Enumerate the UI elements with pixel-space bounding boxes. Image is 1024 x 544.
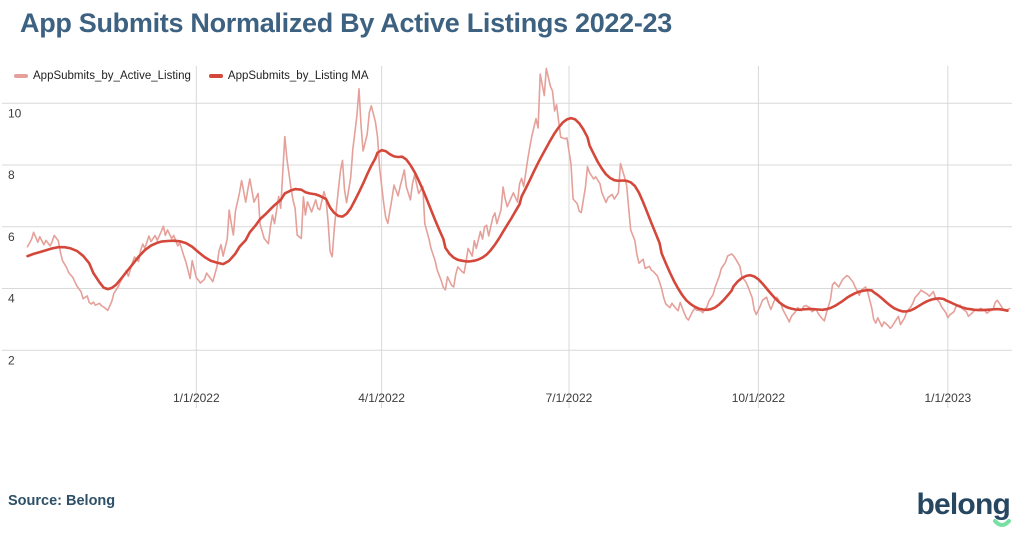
source-note: Source: Belong	[8, 493, 116, 509]
logo-text-g: g	[992, 488, 1010, 521]
y-tick-label: 8	[8, 168, 15, 182]
legend-swatch-icon	[208, 74, 223, 78]
logo-smile-icon	[993, 519, 1012, 527]
page-title: App Submits Normalized By Active Listing…	[20, 8, 672, 38]
x-tick-label: 1/1/2022	[173, 391, 220, 405]
chart-legend: AppSubmits_by_Active_Listing AppSubmits_b…	[14, 70, 369, 82]
x-tick-label: 7/1/2022	[546, 391, 593, 405]
y-tick-label: 6	[8, 230, 15, 244]
x-tick-label: 10/1/2022	[732, 391, 786, 405]
x-tick-label: 4/1/2022	[358, 391, 405, 405]
series-line-ma	[26, 116, 1009, 313]
legend-item-raw[interactable]: AppSubmits_by_Active_Listing	[14, 70, 191, 82]
legend-label: AppSubmits_by_Active_Listing	[33, 70, 191, 82]
legend-label: AppSubmits_by_Listing MA	[227, 70, 369, 82]
logo-text: belon	[916, 488, 993, 521]
x-tick-label: 1/1/2023	[924, 391, 971, 405]
legend-swatch-icon	[14, 74, 28, 78]
y-tick-label: 4	[8, 292, 15, 306]
legend-item-ma[interactable]: AppSubmits_by_Listing MA	[208, 70, 369, 82]
y-tick-label: 2	[8, 353, 15, 367]
series-line-raw	[26, 67, 1011, 330]
belong-logo: belong	[916, 488, 1012, 527]
y-tick-label: 10	[8, 106, 22, 120]
chart-plot-area[interactable]: 2 4 6 8 10 1/1/2022 4/1/2022 7/1/2022 10/1/2022 1…	[0, 0, 1024, 430]
